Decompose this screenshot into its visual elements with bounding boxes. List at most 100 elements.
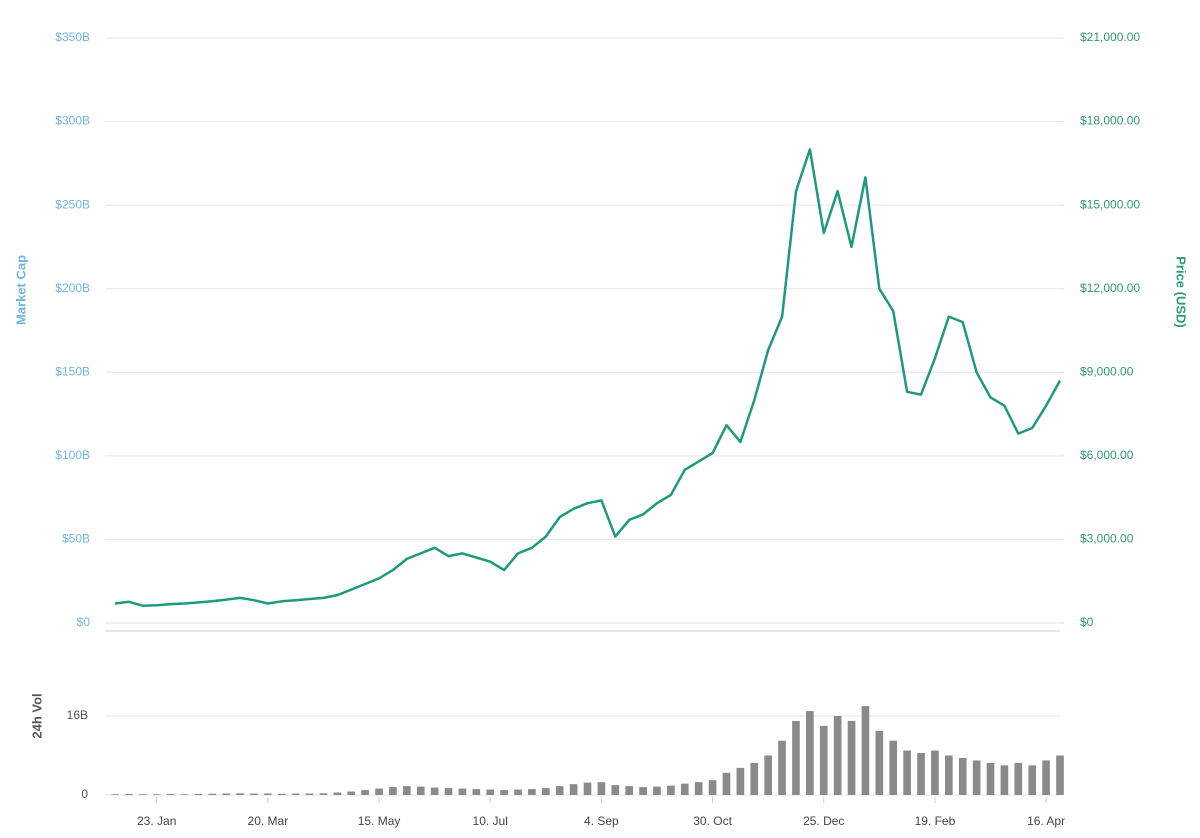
volume-bar	[555, 786, 564, 795]
y-tick-label: $350B	[55, 30, 90, 44]
volume-bar	[625, 786, 634, 795]
volume-bar	[347, 791, 356, 795]
volume-bar	[1028, 765, 1037, 795]
y2-tick-label: $9,000.00	[1080, 364, 1134, 378]
volume-bar	[764, 755, 772, 795]
volume-bar	[319, 793, 328, 795]
volume-bar	[180, 794, 189, 795]
volume-bar	[458, 788, 467, 795]
volume-bar	[486, 789, 495, 795]
volume-bar	[833, 716, 842, 795]
y-tick-label: $100B	[55, 448, 90, 462]
y2-tick-label: $0	[1080, 615, 1094, 629]
volume-bar	[903, 750, 911, 795]
volume-bar	[236, 793, 244, 795]
y-axis-label: Market Cap	[13, 255, 28, 325]
volume-bar	[528, 789, 536, 795]
y-tick-label: $200B	[55, 281, 90, 295]
volume-bar	[375, 788, 383, 795]
volume-bar	[569, 784, 578, 795]
volume-bar	[639, 787, 647, 795]
y-tick-label: $300B	[55, 114, 90, 128]
volume-bar	[708, 780, 717, 795]
volume-bar	[430, 787, 439, 795]
volume-bar	[1042, 760, 1050, 795]
volume-bar	[792, 720, 800, 795]
volume-bar	[1056, 755, 1064, 795]
volume-bar	[125, 794, 133, 795]
y-tick-label: $150B	[55, 364, 90, 378]
volume-bar	[1000, 765, 1009, 795]
volume-bar	[945, 755, 953, 795]
volume-bar	[1014, 762, 1023, 795]
x-tick-label: 19. Feb	[915, 814, 956, 828]
volume-bar	[444, 788, 453, 795]
volume-bar	[611, 785, 620, 795]
volume-bar	[958, 757, 967, 795]
volume-bar	[778, 740, 786, 795]
y2-tick-label: $15,000.00	[1080, 197, 1140, 211]
y-tick-label: $250B	[55, 197, 90, 211]
y2-tick-label: $6,000.00	[1080, 448, 1134, 462]
x-tick-label: 25. Dec	[803, 814, 844, 828]
y2-tick-label: $12,000.00	[1080, 281, 1140, 295]
volume-bar	[500, 790, 508, 795]
volume-bar	[972, 760, 981, 795]
y2-tick-label: $3,000.00	[1080, 532, 1134, 546]
volume-bar	[583, 782, 592, 795]
volume-bar	[222, 793, 230, 795]
x-tick-label: 10. Jul	[473, 814, 508, 828]
volume-bar	[736, 767, 745, 795]
volume-tick-label: 0	[81, 787, 88, 801]
volume-bar	[138, 794, 147, 795]
volume-bar	[889, 740, 898, 795]
volume-bar	[680, 783, 689, 795]
x-tick-label: 4. Sep	[584, 814, 619, 828]
volume-bar	[541, 788, 550, 795]
volume-bar	[597, 782, 606, 795]
volume-bar	[291, 793, 300, 795]
x-tick-label: 16. Apr	[1027, 814, 1065, 828]
volume-bar	[917, 753, 925, 795]
x-tick-label: 20. Mar	[248, 814, 289, 828]
volume-bar	[333, 792, 342, 795]
volume-bar	[514, 789, 522, 795]
volume-bar	[361, 790, 369, 795]
volume-bar	[806, 711, 814, 795]
price-line	[114, 148, 1062, 607]
x-tick-label: 23. Jan	[137, 814, 176, 828]
volume-bar	[111, 794, 119, 795]
volume-bar	[472, 789, 481, 795]
volume-bar	[194, 794, 203, 795]
y2-tick-label: $21,000.00	[1080, 30, 1140, 44]
x-tick-label: 15. May	[358, 814, 401, 828]
volume-bar	[722, 772, 731, 795]
y2-axis-label: Price (USD)	[1174, 256, 1189, 328]
volume-bar	[152, 794, 161, 795]
volume-bar	[653, 786, 661, 795]
volume-bar	[305, 793, 314, 795]
volume-bar	[847, 720, 856, 795]
volume-bar	[264, 793, 272, 795]
y-tick-label: $50B	[62, 532, 90, 546]
y2-tick-label: $18,000.00	[1080, 114, 1140, 128]
volume-bar	[931, 750, 939, 795]
volume-bar	[250, 793, 258, 795]
volume-bar	[403, 786, 411, 795]
volume-bar	[819, 725, 828, 795]
volume-bar	[750, 762, 759, 795]
volume-bar	[277, 793, 286, 795]
volume-bar	[667, 785, 675, 795]
x-tick-label: 30. Oct	[693, 814, 732, 828]
y-tick-label: $0	[77, 615, 91, 629]
volume-bar	[875, 730, 884, 795]
volume-bar	[208, 793, 217, 795]
volume-bar	[694, 782, 703, 795]
volume-bar	[166, 794, 175, 795]
volume-bar	[861, 706, 870, 795]
volume-bar	[389, 787, 397, 795]
volume-bar	[416, 786, 425, 795]
volume-bar	[986, 762, 995, 795]
volume-tick-label: 16B	[67, 708, 88, 722]
